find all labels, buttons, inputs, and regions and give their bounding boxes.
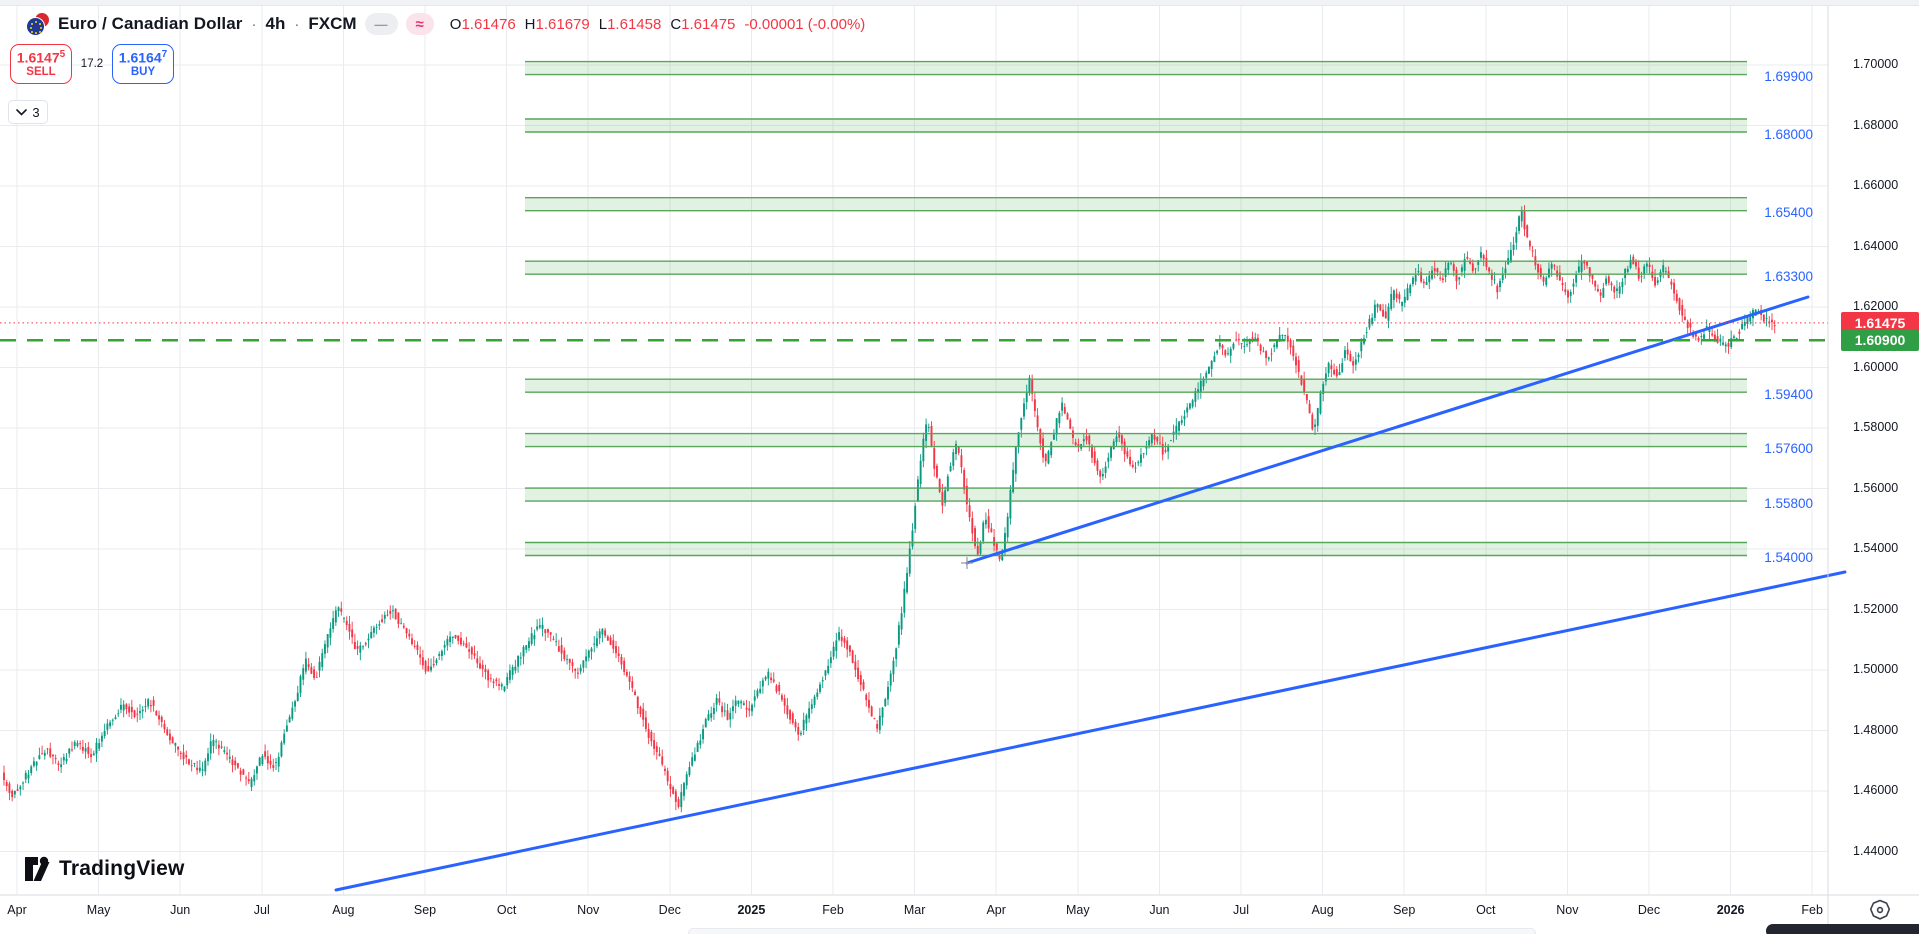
sell-price: 1.6147 xyxy=(16,49,60,66)
month-label: May xyxy=(1065,903,1090,917)
sell-price-sup: 5 xyxy=(59,49,66,61)
bottom-scroll-track[interactable] xyxy=(688,928,1536,934)
month-label: Aug xyxy=(332,903,355,917)
high-key: H xyxy=(524,15,536,33)
price-axis-label: 1.66000 xyxy=(1853,178,1899,192)
price-axis-label: 1.50000 xyxy=(1853,662,1899,676)
buy-price: 1.6164 xyxy=(118,49,162,66)
month-label: 2026 xyxy=(1716,903,1745,917)
change-value: -0.00001 (-0.00%) xyxy=(744,15,866,33)
legend-separator: · xyxy=(294,15,300,33)
month-label: Jul xyxy=(1233,903,1249,917)
chevron-down-icon xyxy=(16,108,28,116)
month-label: Oct xyxy=(1476,903,1496,917)
low-value: 1.61458 xyxy=(607,15,662,33)
zone-price-label[interactable]: 1.55800 xyxy=(1764,495,1813,511)
zone-price-label[interactable]: 1.69900 xyxy=(1764,69,1813,85)
current-price-badge: 1.61475 xyxy=(1841,312,1919,334)
price-axis-label: 1.54000 xyxy=(1853,541,1899,555)
price-axis-label: 1.70000 xyxy=(1853,57,1899,71)
price-axis-label: 1.58000 xyxy=(1853,420,1899,434)
trade-panel: 1.61475 SELL 17.2 1.61647 BUY xyxy=(10,44,174,84)
price-axis-label: 1.64000 xyxy=(1853,238,1899,253)
gear-icon[interactable] xyxy=(1866,896,1894,924)
zone-price-label[interactable]: 1.68000 xyxy=(1764,126,1813,142)
price-axis-label: 1.44000 xyxy=(1853,843,1899,858)
symbol-legend: Euro / Canadian Dollar · 4h · FXCM — ≈ O… xyxy=(26,12,865,36)
zone-price-label[interactable]: 1.63300 xyxy=(1764,268,1813,284)
object-tree-dropdown[interactable]: 3 xyxy=(8,100,48,124)
pair-logo-icon xyxy=(26,12,50,36)
low-key: L xyxy=(598,15,608,33)
price-axis-label: 1.52000 xyxy=(1853,601,1899,616)
high-value: 1.61679 xyxy=(535,15,590,33)
open-value: 1.61476 xyxy=(461,15,516,33)
ohlc-values: O1.61476 H1.61679 L1.61458 C1.61475 -0.0… xyxy=(450,16,866,33)
legend-separator: · xyxy=(251,15,257,33)
tradingview-logo-icon xyxy=(25,856,50,881)
month-label: Oct xyxy=(496,903,517,917)
month-label: Jun xyxy=(170,903,191,917)
open-key: O xyxy=(449,15,462,33)
month-label: Dec xyxy=(1637,903,1661,917)
buy-price-sup: 7 xyxy=(161,49,168,61)
watermark-text: TradingView xyxy=(59,857,185,880)
month-label: Sep xyxy=(413,903,437,917)
legend-collapse-pill[interactable]: — xyxy=(364,13,398,35)
price-axis-label: 1.48000 xyxy=(1853,722,1899,737)
month-label: Dec xyxy=(658,903,681,917)
object-count: 3 xyxy=(32,104,40,120)
sell-button[interactable]: 1.61475 SELL xyxy=(10,44,72,84)
zone-price-label[interactable]: 1.57600 xyxy=(1764,441,1813,457)
month-label: Apr xyxy=(7,903,27,917)
price-axis-label: 1.56000 xyxy=(1853,480,1899,495)
price-axis-label: 1.46000 xyxy=(1853,783,1899,797)
sell-label: SELL xyxy=(26,65,56,78)
price-axis-label: 1.68000 xyxy=(1853,117,1899,132)
price-axis-label: 1.60000 xyxy=(1853,359,1899,374)
month-label: Nov xyxy=(1556,903,1579,917)
spread-value: 17.2 xyxy=(80,58,104,70)
legend-wave-pill[interactable]: ≈ xyxy=(405,13,434,35)
bottom-right-dark-bar xyxy=(1766,924,1919,934)
month-label: Jul xyxy=(253,903,270,917)
zone-price-label[interactable]: 1.65400 xyxy=(1764,205,1813,221)
top-strip xyxy=(0,0,1919,6)
tradingview-watermark[interactable]: TradingView xyxy=(24,856,185,882)
month-label: Feb xyxy=(1801,903,1823,917)
month-label: Aug xyxy=(1311,903,1334,917)
interval-value[interactable]: 4h xyxy=(265,14,286,33)
zone-price-label[interactable]: 1.59400 xyxy=(1764,386,1813,402)
month-label: Jun xyxy=(1149,903,1170,917)
month-label: Sep xyxy=(1393,903,1416,917)
price-axis-label: 1.62000 xyxy=(1853,299,1899,313)
horizontal-line-badge: 1.60900 xyxy=(1841,329,1919,351)
symbol-title[interactable]: Euro / Canadian Dollar xyxy=(58,14,243,33)
month-label: 2025 xyxy=(737,903,766,917)
buy-button[interactable]: 1.61647 BUY xyxy=(112,44,174,84)
month-label: Feb xyxy=(822,903,844,917)
close-key: C xyxy=(670,15,682,33)
buy-label: BUY xyxy=(130,65,156,78)
month-label: Apr xyxy=(986,903,1006,917)
month-label: Mar xyxy=(903,903,926,917)
exchange-value[interactable]: FXCM xyxy=(308,14,357,33)
month-label: Nov xyxy=(577,903,600,917)
close-value: 1.61475 xyxy=(681,15,736,33)
zone-price-label[interactable]: 1.54000 xyxy=(1764,550,1813,565)
month-label: May xyxy=(86,903,111,917)
